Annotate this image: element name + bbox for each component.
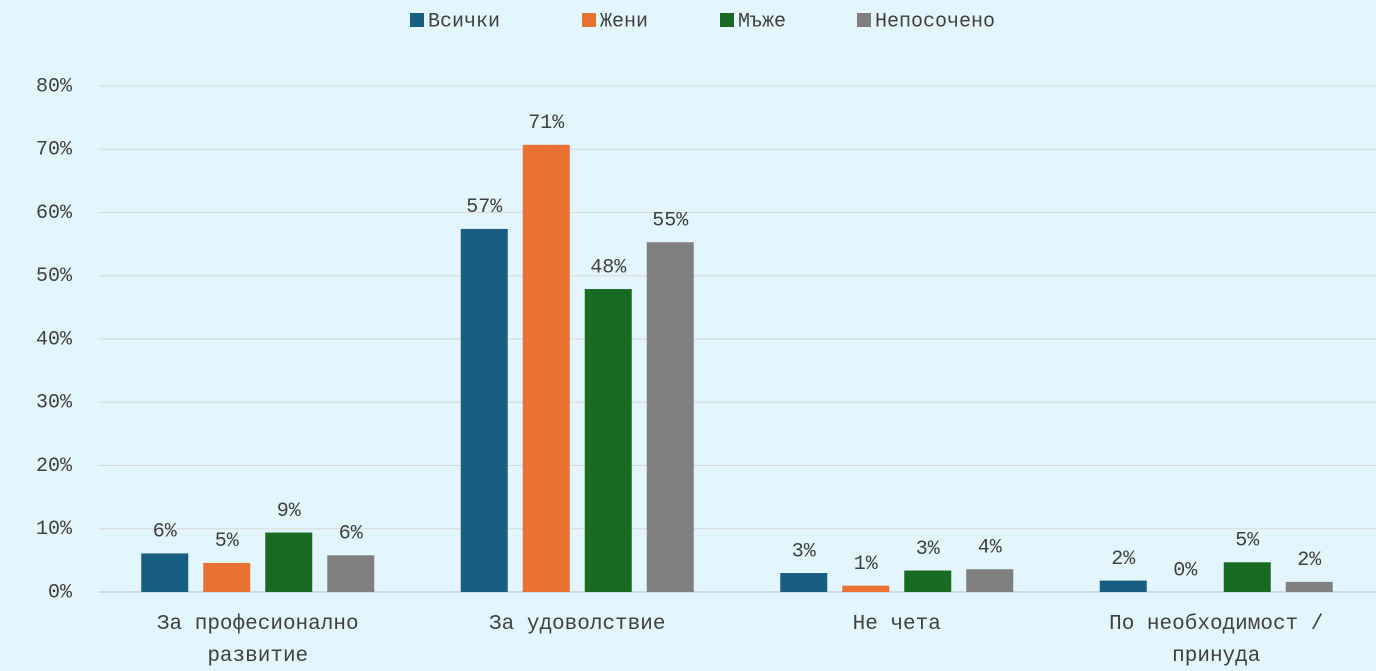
legend-swatch	[410, 13, 424, 27]
y-tick-label: 50%	[36, 265, 73, 288]
legend-label: Жени	[600, 10, 648, 33]
data-label: 57%	[466, 196, 503, 219]
data-label: 1%	[854, 553, 879, 576]
bar	[327, 555, 375, 592]
data-label: 6%	[153, 521, 178, 544]
legend-swatch	[582, 13, 596, 27]
y-tick-label: 80%	[36, 75, 73, 98]
bar	[1223, 562, 1271, 592]
y-tick-label: 0%	[48, 581, 73, 604]
bar	[1099, 580, 1147, 592]
bar	[460, 228, 508, 592]
bar	[842, 585, 890, 592]
y-tick-label: 60%	[36, 202, 73, 225]
legend-label: Всички	[428, 10, 500, 33]
data-label: 3%	[792, 540, 817, 563]
x-tick-label: За удоволствие	[489, 613, 666, 636]
bar	[522, 144, 570, 592]
data-label: 55%	[652, 210, 689, 233]
bar	[904, 570, 952, 592]
bar	[780, 573, 828, 592]
data-label: 3%	[916, 538, 941, 561]
y-tick-label: 10%	[36, 518, 73, 541]
legend-swatch	[720, 13, 734, 27]
data-label: 48%	[590, 256, 627, 279]
legend-label: Непосочено	[875, 10, 995, 33]
data-label: 5%	[1235, 530, 1260, 553]
data-label: 0%	[1173, 559, 1198, 582]
bar	[646, 242, 694, 593]
data-label: 4%	[978, 537, 1003, 560]
bar	[203, 562, 251, 592]
data-label: 5%	[215, 530, 240, 553]
bar	[141, 553, 189, 592]
y-tick-label: 20%	[36, 455, 73, 478]
data-label: 9%	[277, 500, 302, 523]
x-tick-label: За професионално развитие	[156, 613, 359, 668]
y-tick-label: 70%	[36, 139, 73, 162]
data-label: 6%	[339, 523, 364, 546]
bar	[584, 289, 632, 592]
data-label: 2%	[1111, 548, 1136, 571]
y-tick-label: 40%	[36, 328, 73, 351]
bar	[966, 569, 1014, 592]
x-tick-label: Не чета	[852, 613, 941, 636]
data-label: 71%	[528, 112, 565, 135]
x-tick-label: По необходимост / принуда	[1109, 613, 1324, 668]
legend-swatch	[857, 13, 871, 27]
legend-label: Мъже	[738, 10, 786, 33]
y-tick-label: 30%	[36, 392, 73, 415]
bar	[265, 532, 313, 592]
data-label: 2%	[1297, 549, 1322, 572]
bar	[1285, 581, 1333, 592]
